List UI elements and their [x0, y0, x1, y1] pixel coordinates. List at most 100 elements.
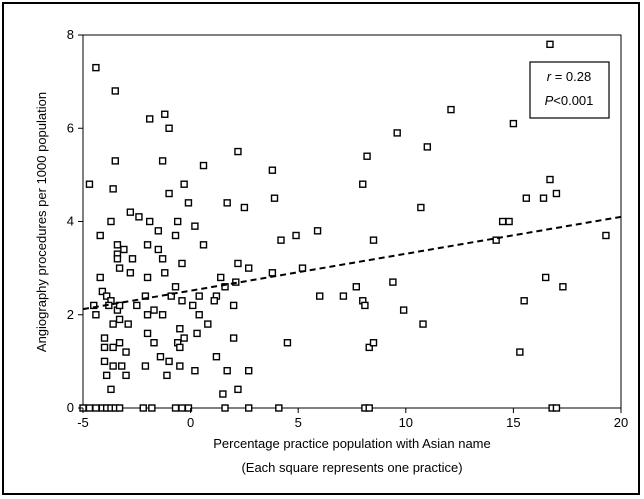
stat-box-border [529, 61, 610, 119]
data-point [189, 301, 197, 310]
y-tick-label: 4 [67, 214, 74, 229]
data-point [161, 269, 169, 277]
data-point [156, 353, 165, 361]
data-point [268, 269, 277, 277]
data-point [85, 180, 94, 188]
data-point [115, 404, 124, 412]
data-point [292, 231, 300, 240]
data-point [92, 404, 100, 412]
data-point [115, 301, 124, 310]
data-point [240, 203, 249, 212]
data-point [234, 147, 242, 156]
data-point [552, 189, 561, 198]
data-point [359, 180, 367, 188]
x-tick-label: -5 [77, 415, 89, 430]
data-point [165, 189, 173, 198]
data-point [423, 143, 432, 151]
data-point [516, 348, 524, 356]
data-point [245, 367, 253, 375]
data-point [165, 357, 173, 366]
data-point [85, 404, 94, 412]
data-point [363, 152, 371, 160]
data-point [212, 353, 221, 361]
data-point [163, 371, 171, 380]
data-point [158, 255, 167, 263]
data-point [234, 259, 242, 268]
data-point [126, 208, 135, 216]
data-point [369, 236, 378, 244]
data-point [154, 227, 163, 235]
r-stat: r = 0.28 [547, 69, 591, 84]
data-point [184, 404, 193, 412]
data-point [210, 297, 218, 305]
data-point [173, 217, 182, 226]
data-point [339, 292, 348, 300]
data-point [509, 119, 518, 128]
data-point [171, 283, 180, 291]
data-point [165, 124, 173, 132]
data-point [146, 217, 154, 226]
data-point [221, 404, 229, 412]
data-point [275, 404, 283, 412]
data-point [178, 297, 186, 305]
r-value: = 0.28 [551, 69, 591, 84]
data-point [498, 217, 507, 226]
p-value: <0.001 [553, 93, 593, 108]
data-point [148, 404, 156, 412]
data-point [180, 334, 188, 342]
data-point [223, 367, 231, 375]
data-point [277, 236, 285, 244]
data-point [193, 329, 201, 338]
data-point [229, 334, 238, 342]
data-point [100, 334, 109, 342]
p-label: P [545, 93, 554, 108]
data-point [118, 362, 126, 370]
data-point [176, 343, 184, 352]
data-point [171, 404, 180, 412]
data-point [161, 110, 169, 118]
data-point [365, 343, 373, 352]
data-point [126, 269, 135, 277]
x-tick-label: 10 [399, 415, 413, 430]
data-point [92, 311, 100, 319]
y-tick-label: 8 [67, 27, 74, 42]
data-point [139, 404, 147, 412]
stat-box: r = 0.28 P<0.001 [529, 61, 610, 119]
data-point [369, 339, 378, 347]
data-point [313, 227, 322, 235]
data-point [199, 161, 208, 170]
data-point [167, 292, 175, 300]
data-point [389, 278, 397, 286]
y-tick-label: 2 [67, 307, 74, 322]
data-point [393, 129, 401, 137]
x-tick-label: 5 [295, 415, 302, 430]
data-point [92, 63, 100, 72]
data-point [191, 367, 199, 375]
data-point [150, 339, 158, 347]
data-point [115, 315, 124, 324]
data-point [113, 241, 122, 249]
data-point [135, 213, 143, 221]
data-point [195, 311, 203, 319]
data-point [143, 273, 152, 282]
data-point [546, 175, 554, 184]
data-point [113, 255, 122, 263]
x-tick-label: 15 [506, 415, 520, 430]
data-point [133, 301, 141, 310]
data-point [120, 245, 128, 254]
data-point [199, 241, 208, 249]
data-point [124, 320, 132, 328]
data-point [417, 203, 425, 212]
data-point [100, 357, 109, 366]
data-point [90, 301, 98, 310]
data-point [141, 362, 150, 370]
x-axis-title: Percentage practice population with Asia… [213, 436, 491, 451]
data-point [316, 292, 324, 300]
data-point [270, 194, 279, 202]
data-point [223, 199, 231, 207]
data-point [143, 311, 152, 319]
data-point [109, 185, 117, 193]
data-point [447, 105, 455, 114]
